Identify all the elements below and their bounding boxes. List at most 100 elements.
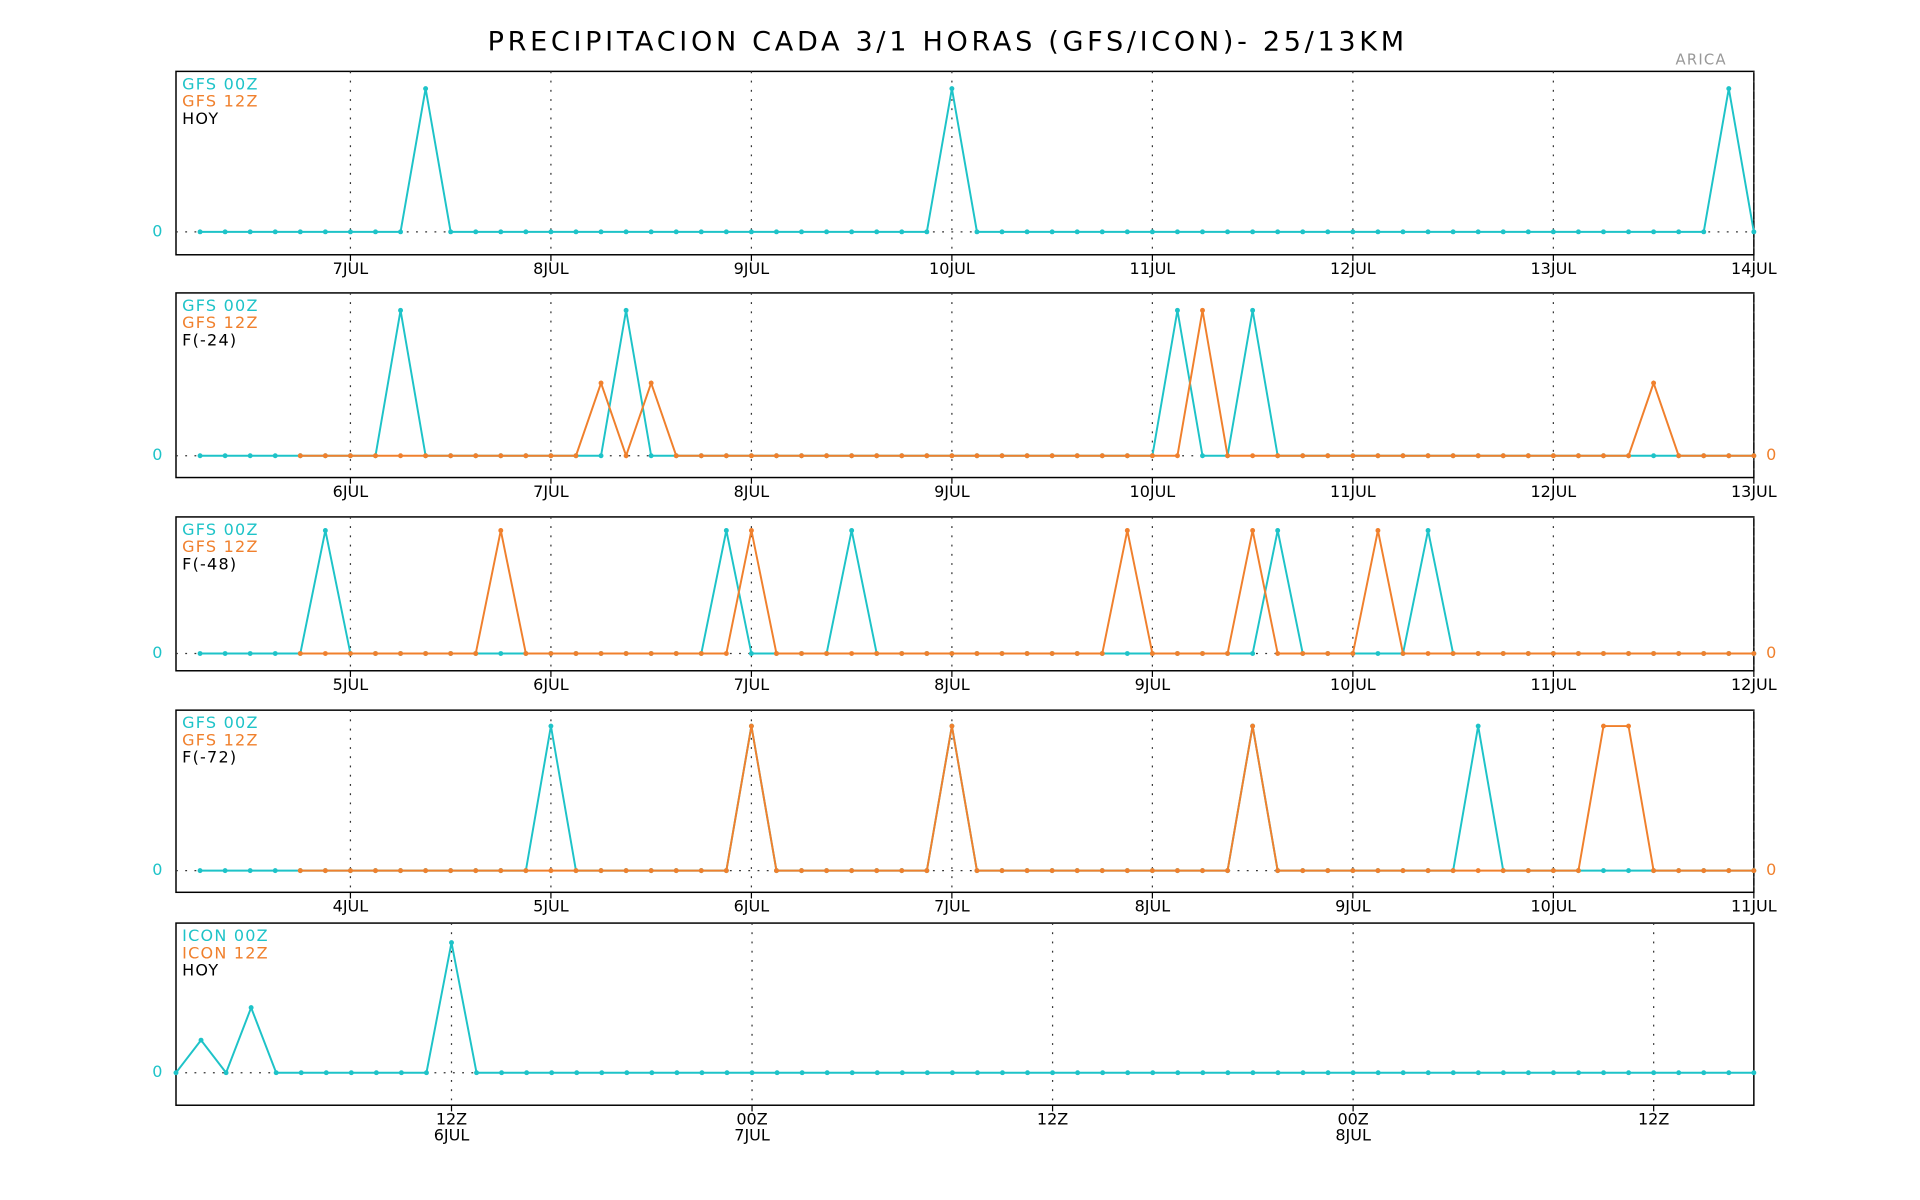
point [373, 868, 378, 874]
point [949, 651, 955, 656]
point [1124, 868, 1130, 874]
point [824, 651, 830, 656]
point [1475, 1070, 1481, 1076]
x-tick-label: 12Z [436, 1109, 467, 1128]
legend-entry: GFS 00Z [182, 713, 259, 732]
x-tick-label: 8JUL [533, 259, 569, 278]
legend-entry: GFS 00Z [182, 520, 259, 539]
y2-tick-label: 0 [1766, 860, 1776, 879]
point [1124, 453, 1130, 459]
point [1500, 868, 1506, 874]
point [974, 453, 980, 459]
point [1676, 229, 1682, 235]
point [724, 1070, 730, 1076]
point [1626, 723, 1632, 729]
point [347, 229, 353, 235]
point [523, 453, 529, 459]
point [849, 868, 855, 874]
y-tick-label: 0 [152, 1062, 162, 1081]
point [1300, 651, 1306, 656]
point [1024, 868, 1030, 874]
point [1200, 651, 1205, 656]
point [1375, 868, 1381, 874]
point [899, 453, 905, 459]
panel-frame [175, 70, 1755, 256]
point [1425, 1070, 1431, 1076]
point [924, 651, 930, 656]
point [1475, 723, 1481, 729]
point [1250, 723, 1256, 729]
point [322, 868, 328, 874]
x-tick-label: 12JUL [1731, 675, 1777, 694]
chart-title: PRECIPITACION CADA 3/1 HORAS (GFS/ICON)-… [488, 27, 1408, 58]
point [573, 229, 579, 235]
point [1550, 229, 1556, 235]
point [1300, 453, 1306, 459]
point [1325, 453, 1331, 459]
point [899, 868, 905, 874]
panel-frame [175, 922, 1755, 1106]
series-line [200, 530, 1754, 655]
point [1726, 868, 1732, 874]
point [899, 229, 905, 235]
point [874, 453, 880, 459]
point [1375, 453, 1381, 459]
point [1525, 453, 1531, 459]
point [473, 651, 479, 656]
point [247, 651, 253, 656]
panel-label: F(-24) [182, 330, 237, 349]
point [924, 1070, 930, 1076]
point [1124, 528, 1130, 533]
point [1500, 453, 1506, 459]
point [1676, 453, 1682, 459]
point [1701, 453, 1707, 459]
point [1074, 453, 1080, 459]
point [1425, 229, 1431, 235]
point [1099, 229, 1105, 235]
point [1200, 1070, 1206, 1076]
point [723, 229, 729, 235]
point [673, 229, 679, 235]
point [949, 723, 955, 729]
point [573, 868, 579, 874]
point [1475, 453, 1481, 459]
point [348, 1070, 354, 1076]
point [322, 453, 328, 459]
point [272, 229, 278, 235]
point [197, 651, 203, 656]
point [1350, 453, 1356, 459]
point [1751, 1070, 1757, 1076]
point [874, 229, 880, 235]
point [574, 1070, 580, 1076]
point [1025, 1070, 1030, 1076]
point [1325, 229, 1331, 235]
point [473, 868, 479, 874]
point [699, 1070, 705, 1076]
point [1375, 651, 1381, 656]
point [748, 528, 754, 533]
point [272, 453, 278, 459]
x-tick-label: 11JUL [1731, 897, 1777, 916]
y2-tick-label: 0 [1766, 445, 1776, 464]
point [247, 453, 253, 459]
point [1225, 868, 1231, 874]
point [1049, 868, 1055, 874]
x-tick-label: 9JUL [934, 482, 970, 501]
point [498, 229, 504, 235]
x-tick-label: 7JUL [533, 482, 569, 501]
point [1250, 229, 1256, 235]
point [1325, 868, 1331, 874]
x-tick-label: 10JUL [1130, 482, 1176, 501]
point [1525, 868, 1531, 874]
point [297, 453, 303, 459]
point [1074, 868, 1080, 874]
point [197, 229, 203, 235]
y-tick-label: 0 [152, 221, 162, 240]
x-tick-label: 11JUL [1531, 675, 1577, 694]
point [1325, 651, 1331, 656]
point [1676, 651, 1682, 656]
point [648, 380, 654, 386]
point [949, 1070, 955, 1076]
point [1174, 307, 1180, 313]
